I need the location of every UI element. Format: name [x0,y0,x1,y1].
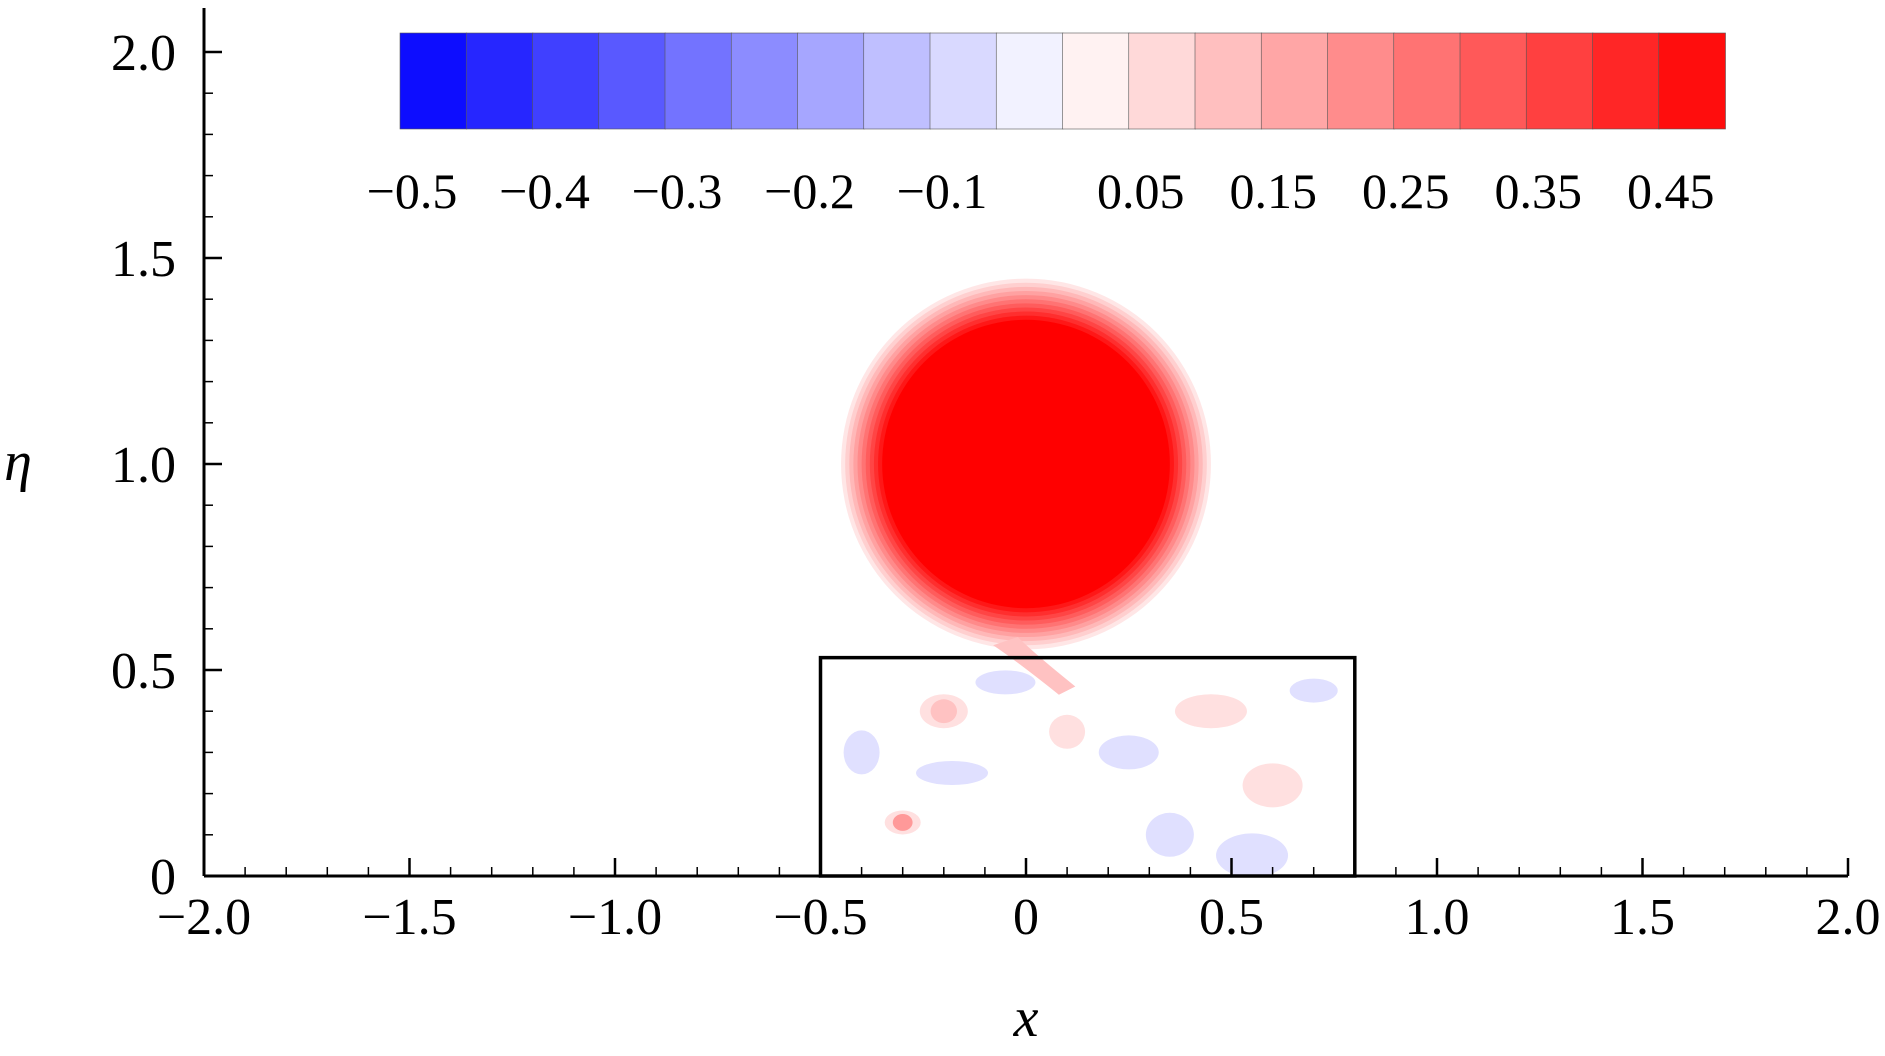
noise-spot [843,730,880,775]
colorbar-swatch [863,32,931,130]
y-tick-label: 0.5 [111,643,176,700]
colorbar-swatch [1393,32,1461,130]
x-tick-label: 2.0 [1816,889,1881,946]
colorbar-label: −0.4 [499,163,590,219]
x-tick-label: −0.5 [773,889,867,946]
colorbar-swatch [1658,32,1726,130]
colorbar-swatch [399,32,468,130]
noise-spot-core [892,814,913,831]
colorbar-swatch [995,32,1064,130]
colorbar-swatch [1592,32,1660,130]
colorbar-labels: −0.5 −0.4 −0.3 −0.2 −0.1 0.05 0.15 0.25 0.35 0.45 [367,163,1715,219]
x-tick-label: 1.0 [1405,889,1470,946]
noise-spot [1145,812,1194,857]
y-tick-label: 1.5 [111,231,176,288]
y-tick-label: 2.0 [111,25,176,82]
colorbar-label: 0.05 [1097,163,1185,219]
colorbar-label: −0.5 [367,163,458,219]
colorbar-label: 0.25 [1362,163,1450,219]
noise-spot-core [930,699,957,724]
y-tick-label: 0 [150,849,176,906]
blob-tail [993,637,1076,695]
colorbar-swatch [1194,32,1263,130]
x-tick-label: 1.5 [1610,889,1675,946]
x-axis-title: x [1013,987,1039,1049]
noise-spot [1216,833,1289,877]
colorbar-swatch [797,32,865,130]
noise-spot [1174,694,1247,729]
colorbar-label: 0.35 [1495,163,1583,219]
colorbar-label: 0.15 [1230,163,1318,219]
colorbar-swatch [532,32,600,130]
colorbar [399,32,1726,130]
colorbar-swatch [1525,32,1594,130]
x-tick-label: 0.5 [1199,889,1264,946]
x-tick-label: −1.0 [568,889,662,946]
colorbar-label: −0.3 [632,163,723,219]
noise-spot [1242,763,1303,808]
colorbar-swatch [929,32,998,130]
noise-spot [1289,678,1338,703]
x-axis-ticks: −2.0 −1.5 −1.0 −0.5 0 0.5 1.0 1.5 2.0 [157,858,1881,946]
colorbar-label: −0.1 [897,163,988,219]
y-axis-ticks: 0 0.5 1.0 1.5 2.0 [111,25,222,906]
colorbar-swatch [1128,32,1196,130]
x-tick-label: 0 [1013,889,1039,946]
colorbar-swatch [1327,32,1395,130]
noise-spot [975,670,1036,695]
colorbar-swatch [465,32,534,130]
y-axis-title: η [4,431,32,493]
y-tick-label: 1.0 [111,437,176,494]
colorbar-label: 0.45 [1627,163,1715,219]
noise-spot [916,761,989,785]
colorbar-swatch [1459,32,1528,130]
colorbar-swatch [664,32,733,130]
blob-ring [882,319,1170,609]
colorbar-swatch [730,32,799,130]
x-tick-label: −2.0 [157,889,251,946]
contour-blob [841,278,1211,695]
colorbar-swatch [598,32,666,130]
colorbar-label: −0.2 [764,163,855,219]
noise-spots [843,670,1338,877]
noise-spot [1049,714,1086,749]
noise-spot [1098,735,1159,770]
colorbar-swatch [1062,32,1130,130]
colorbar-swatch [1260,32,1329,130]
x-tick-label: −1.5 [362,889,456,946]
